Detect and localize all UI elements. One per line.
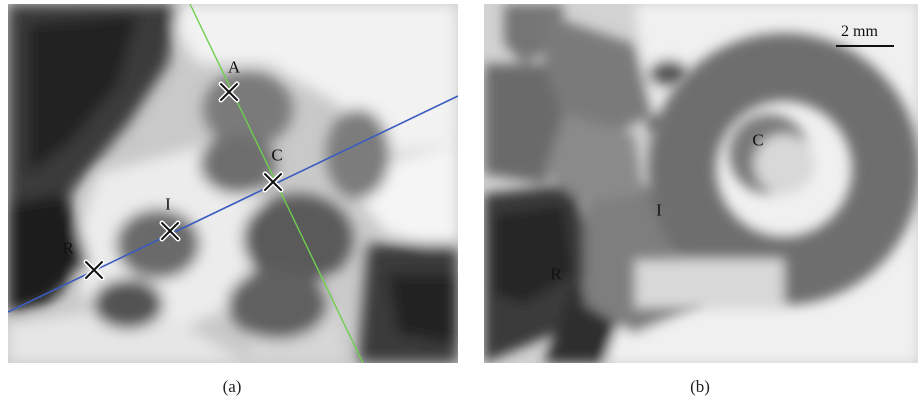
marker-a-I xyxy=(159,220,181,242)
caption-b: (b) xyxy=(690,377,710,396)
label-a-C: C xyxy=(271,145,283,165)
label-a-I: I xyxy=(165,194,171,214)
ct-slice-image-a xyxy=(8,4,458,363)
scale-bar-label: 2 mm xyxy=(841,23,878,40)
axis-line-a xyxy=(8,95,458,313)
label-b-R: R xyxy=(550,264,562,284)
ct-image-panel-a: A C I R xyxy=(8,4,458,363)
marker-a-C xyxy=(262,171,284,193)
scale-bar-line xyxy=(836,45,894,47)
marker-a-A xyxy=(218,81,240,103)
caption-a: (a) xyxy=(222,377,242,396)
ct-image-panel-b: 2 mm C I R xyxy=(484,4,918,363)
ct-slice-image-b xyxy=(484,4,918,363)
label-a-R: R xyxy=(62,238,74,258)
label-a-A: A xyxy=(227,57,241,77)
label-b-C: C xyxy=(752,130,764,150)
marker-a-R xyxy=(83,259,105,281)
label-b-I: I xyxy=(656,200,662,220)
